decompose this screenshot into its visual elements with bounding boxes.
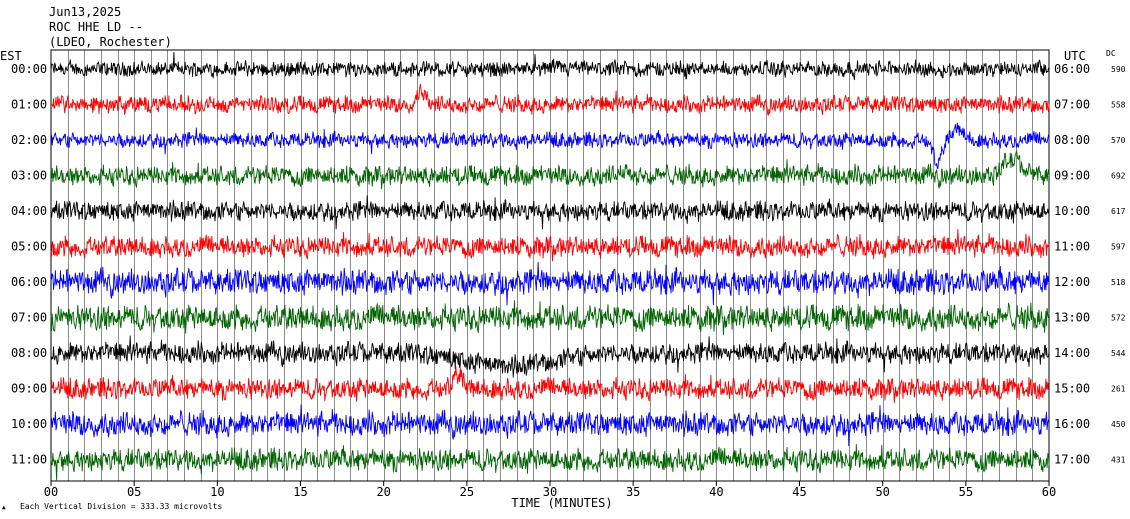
est-hour-label: 05:00 [11,240,47,254]
utc-hour-labels: 06:00 07:00 08:00 09:00 10:00 11:00 12:00 13:00… [1054,62,1090,467]
est-hour-label: 03:00 [11,169,47,183]
dc-value: 572 [1111,314,1126,323]
dc-value: 590 [1111,65,1126,74]
x-tick-label: 15 [293,485,307,499]
chart-date: Jun13,2025 [49,5,121,19]
x-tick-label: 05 [127,485,141,499]
grid-lines [50,49,1050,486]
trace-line [50,229,1050,262]
est-hour-label: 04:00 [11,204,47,218]
est-hour-label: 00:00 [11,62,47,76]
dc-value: 558 [1111,101,1126,110]
utc-hour-label: 13:00 [1054,311,1090,325]
trace-line [50,365,1050,404]
est-hour-label: 01:00 [11,98,47,112]
x-tick-label: 35 [626,485,640,499]
utc-hour-label: 17:00 [1054,453,1090,467]
est-hour-label: 08:00 [11,346,47,360]
est-hour-label: 06:00 [11,275,47,289]
utc-hour-label: 08:00 [1054,133,1090,147]
dc-value: 261 [1111,385,1126,394]
trace-line [50,404,1050,447]
utc-hour-label: 07:00 [1054,98,1090,112]
right-timezone-label: UTC [1064,49,1086,63]
x-tick-label: 25 [460,485,474,499]
est-hour-label: 02:00 [11,133,47,147]
dc-value: 597 [1111,243,1126,252]
dc-value: 692 [1111,172,1126,181]
x-axis-title: TIME (MINUTES) [511,496,612,510]
utc-hour-label: 15:00 [1054,382,1090,396]
trace-line [50,150,1050,190]
utc-hour-label: 12:00 [1054,275,1090,289]
logo-mark: ▲ [2,504,6,511]
chart-network: (LDEO, Rochester) [49,35,172,49]
x-tick-label: 55 [959,485,973,499]
est-hour-label: 10:00 [11,417,47,431]
dc-values: 590 558 570 692 617 597 518 572 544 261 450 431 [1111,65,1126,465]
est-hour-label: 07:00 [11,311,47,325]
trace-line [50,122,1050,169]
utc-hour-label: 10:00 [1054,204,1090,218]
trace-line [50,261,1050,306]
dc-value: 450 [1111,420,1126,429]
utc-hour-label: 09:00 [1054,169,1090,183]
dc-value: 617 [1111,207,1126,216]
x-tick-label: 60 [1042,485,1056,499]
est-hour-labels: 00:00 01:00 02:00 03:00 04:00 05:00 06:00 07:00… [11,62,47,467]
dc-value: 544 [1111,349,1126,358]
utc-hour-label: 16:00 [1054,417,1090,431]
est-hour-label: 09:00 [11,382,47,396]
dc-value: 570 [1111,136,1126,145]
x-tick-label: 40 [709,485,723,499]
trace-layer [50,51,1050,481]
x-tick-label: 50 [875,485,889,499]
x-tick-label: 30 [543,485,557,499]
trace-line [50,300,1050,336]
trace-line [50,195,1050,230]
trace-line [50,83,1050,116]
trace-line [50,335,1050,378]
left-timezone-label: EST [0,49,22,63]
x-tick-label: 00 [44,485,58,499]
x-tick-label: 20 [376,485,390,499]
dc-column-header: DC [1106,49,1116,58]
utc-hour-label: 06:00 [1054,62,1090,76]
trace-line [50,444,1050,481]
chart-station-title: ROC HHE LD -- [49,20,143,34]
x-axis-tick-labels: 00 05 10 15 20 25 30 35 40 45 50 55 60 [44,485,1056,499]
utc-hour-label: 11:00 [1054,240,1090,254]
trace-line [50,51,1050,81]
est-hour-label: 11:00 [11,453,47,467]
utc-hour-label: 14:00 [1054,346,1090,360]
x-tick-label: 10 [210,485,224,499]
dc-value: 518 [1111,278,1126,287]
dc-value: 431 [1111,456,1126,465]
scale-note: Each Vertical Division = 333.33 microvol… [20,502,222,511]
x-tick-label: 45 [792,485,806,499]
